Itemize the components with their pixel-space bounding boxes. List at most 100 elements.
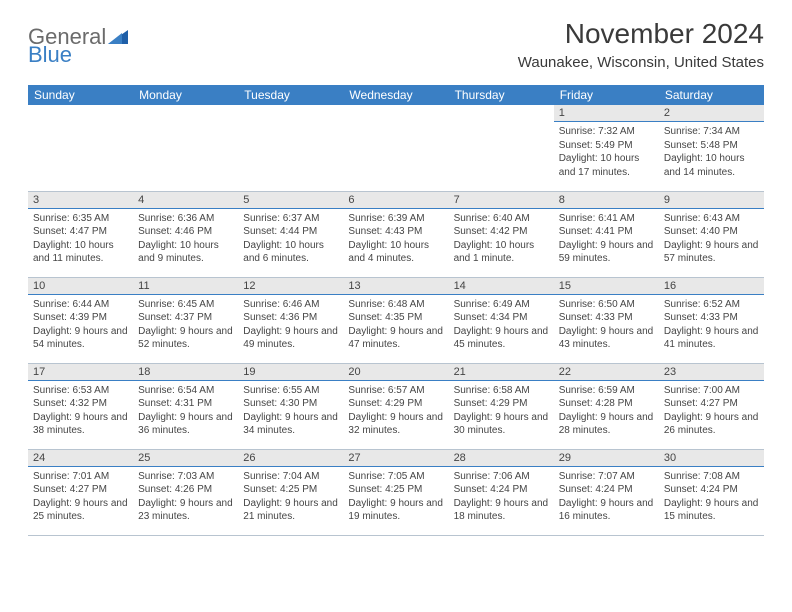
calendar-day-cell: . [343,105,448,191]
month-title: November 2024 [518,18,764,50]
calendar-page: General November 2024 Waunakee, Wisconsi… [0,0,792,546]
day-number: 5 [238,192,343,209]
day-details: Sunrise: 6:46 AMSunset: 4:36 PMDaylight:… [238,295,343,356]
day-number: 27 [343,450,448,467]
header: General November 2024 Waunakee, Wisconsi… [28,18,764,71]
day-number: 25 [133,450,238,467]
calendar-day-cell: 18Sunrise: 6:54 AMSunset: 4:31 PMDayligh… [133,363,238,449]
day-details: Sunrise: 6:49 AMSunset: 4:34 PMDaylight:… [449,295,554,356]
day-number: 29 [554,450,659,467]
day-details: Sunrise: 6:57 AMSunset: 4:29 PMDaylight:… [343,381,448,442]
day-number: 28 [449,450,554,467]
day-number: 7 [449,192,554,209]
day-number: 9 [659,192,764,209]
calendar-day-cell: 10Sunrise: 6:44 AMSunset: 4:39 PMDayligh… [28,277,133,363]
day-details: Sunrise: 7:05 AMSunset: 4:25 PMDaylight:… [343,467,448,528]
calendar-day-cell: . [133,105,238,191]
day-details: Sunrise: 6:41 AMSunset: 4:41 PMDaylight:… [554,209,659,270]
day-details: Sunrise: 6:53 AMSunset: 4:32 PMDaylight:… [28,381,133,442]
calendar-week-row: 3Sunrise: 6:35 AMSunset: 4:47 PMDaylight… [28,191,764,277]
day-number: 30 [659,450,764,467]
calendar-day-cell: 12Sunrise: 6:46 AMSunset: 4:36 PMDayligh… [238,277,343,363]
calendar-day-cell: 15Sunrise: 6:50 AMSunset: 4:33 PMDayligh… [554,277,659,363]
day-details: Sunrise: 7:34 AMSunset: 5:48 PMDaylight:… [659,122,764,183]
weekday-header: Thursday [449,85,554,105]
calendar-day-cell: 9Sunrise: 6:43 AMSunset: 4:40 PMDaylight… [659,191,764,277]
day-number: 23 [659,364,764,381]
weekday-header: Monday [133,85,238,105]
calendar-week-row: .....1Sunrise: 7:32 AMSunset: 5:49 PMDay… [28,105,764,191]
calendar-day-cell: 3Sunrise: 6:35 AMSunset: 4:47 PMDaylight… [28,191,133,277]
day-number: 4 [133,192,238,209]
day-details: Sunrise: 6:52 AMSunset: 4:33 PMDaylight:… [659,295,764,356]
calendar-day-cell: 20Sunrise: 6:57 AMSunset: 4:29 PMDayligh… [343,363,448,449]
calendar-day-cell: . [238,105,343,191]
day-details: Sunrise: 7:01 AMSunset: 4:27 PMDaylight:… [28,467,133,528]
calendar-day-cell: 17Sunrise: 6:53 AMSunset: 4:32 PMDayligh… [28,363,133,449]
day-number: 2 [659,105,764,122]
day-details: Sunrise: 6:37 AMSunset: 4:44 PMDaylight:… [238,209,343,270]
day-details: Sunrise: 7:07 AMSunset: 4:24 PMDaylight:… [554,467,659,528]
day-number: 15 [554,278,659,295]
day-details: Sunrise: 6:58 AMSunset: 4:29 PMDaylight:… [449,381,554,442]
day-details: Sunrise: 6:44 AMSunset: 4:39 PMDaylight:… [28,295,133,356]
day-details: Sunrise: 6:54 AMSunset: 4:31 PMDaylight:… [133,381,238,442]
weekday-header-row: SundayMondayTuesdayWednesdayThursdayFrid… [28,85,764,105]
calendar-table: SundayMondayTuesdayWednesdayThursdayFrid… [28,85,764,536]
day-details: Sunrise: 6:36 AMSunset: 4:46 PMDaylight:… [133,209,238,270]
calendar-week-row: 17Sunrise: 6:53 AMSunset: 4:32 PMDayligh… [28,363,764,449]
day-details: Sunrise: 7:06 AMSunset: 4:24 PMDaylight:… [449,467,554,528]
calendar-day-cell: 16Sunrise: 6:52 AMSunset: 4:33 PMDayligh… [659,277,764,363]
day-number: 19 [238,364,343,381]
logo-word2: Blue [28,42,72,68]
day-number: 10 [28,278,133,295]
day-number: 18 [133,364,238,381]
weekday-header: Friday [554,85,659,105]
calendar-day-cell: 23Sunrise: 7:00 AMSunset: 4:27 PMDayligh… [659,363,764,449]
calendar-day-cell: . [28,105,133,191]
day-number: 13 [343,278,448,295]
day-number: 6 [343,192,448,209]
day-number: 22 [554,364,659,381]
calendar-day-cell: 7Sunrise: 6:40 AMSunset: 4:42 PMDaylight… [449,191,554,277]
calendar-day-cell: 6Sunrise: 6:39 AMSunset: 4:43 PMDaylight… [343,191,448,277]
day-details: Sunrise: 6:55 AMSunset: 4:30 PMDaylight:… [238,381,343,442]
day-details: Sunrise: 7:32 AMSunset: 5:49 PMDaylight:… [554,122,659,183]
calendar-day-cell: 30Sunrise: 7:08 AMSunset: 4:24 PMDayligh… [659,449,764,535]
calendar-day-cell: 14Sunrise: 6:49 AMSunset: 4:34 PMDayligh… [449,277,554,363]
calendar-day-cell: 29Sunrise: 7:07 AMSunset: 4:24 PMDayligh… [554,449,659,535]
weekday-header: Saturday [659,85,764,105]
weekday-header: Tuesday [238,85,343,105]
day-number: 11 [133,278,238,295]
day-number: 3 [28,192,133,209]
day-number: 20 [343,364,448,381]
calendar-day-cell: 25Sunrise: 7:03 AMSunset: 4:26 PMDayligh… [133,449,238,535]
calendar-week-row: 10Sunrise: 6:44 AMSunset: 4:39 PMDayligh… [28,277,764,363]
location: Waunakee, Wisconsin, United States [518,54,764,71]
day-details: Sunrise: 7:03 AMSunset: 4:26 PMDaylight:… [133,467,238,528]
weekday-header: Sunday [28,85,133,105]
calendar-day-cell: 11Sunrise: 6:45 AMSunset: 4:37 PMDayligh… [133,277,238,363]
day-number: 12 [238,278,343,295]
calendar-day-cell: 28Sunrise: 7:06 AMSunset: 4:24 PMDayligh… [449,449,554,535]
calendar-day-cell: 2Sunrise: 7:34 AMSunset: 5:48 PMDaylight… [659,105,764,191]
day-details: Sunrise: 6:35 AMSunset: 4:47 PMDaylight:… [28,209,133,270]
day-number: 1 [554,105,659,122]
day-number: 17 [28,364,133,381]
calendar-day-cell: 1Sunrise: 7:32 AMSunset: 5:49 PMDaylight… [554,105,659,191]
calendar-body: .....1Sunrise: 7:32 AMSunset: 5:49 PMDay… [28,105,764,535]
day-number: 16 [659,278,764,295]
calendar-day-cell: 19Sunrise: 6:55 AMSunset: 4:30 PMDayligh… [238,363,343,449]
day-details: Sunrise: 6:39 AMSunset: 4:43 PMDaylight:… [343,209,448,270]
calendar-day-cell: 21Sunrise: 6:58 AMSunset: 4:29 PMDayligh… [449,363,554,449]
day-number: 26 [238,450,343,467]
day-number: 14 [449,278,554,295]
day-details: Sunrise: 6:50 AMSunset: 4:33 PMDaylight:… [554,295,659,356]
calendar-day-cell: 13Sunrise: 6:48 AMSunset: 4:35 PMDayligh… [343,277,448,363]
day-number: 21 [449,364,554,381]
calendar-day-cell: 27Sunrise: 7:05 AMSunset: 4:25 PMDayligh… [343,449,448,535]
calendar-day-cell: 4Sunrise: 6:36 AMSunset: 4:46 PMDaylight… [133,191,238,277]
calendar-day-cell: 24Sunrise: 7:01 AMSunset: 4:27 PMDayligh… [28,449,133,535]
day-details: Sunrise: 6:45 AMSunset: 4:37 PMDaylight:… [133,295,238,356]
day-details: Sunrise: 7:00 AMSunset: 4:27 PMDaylight:… [659,381,764,442]
